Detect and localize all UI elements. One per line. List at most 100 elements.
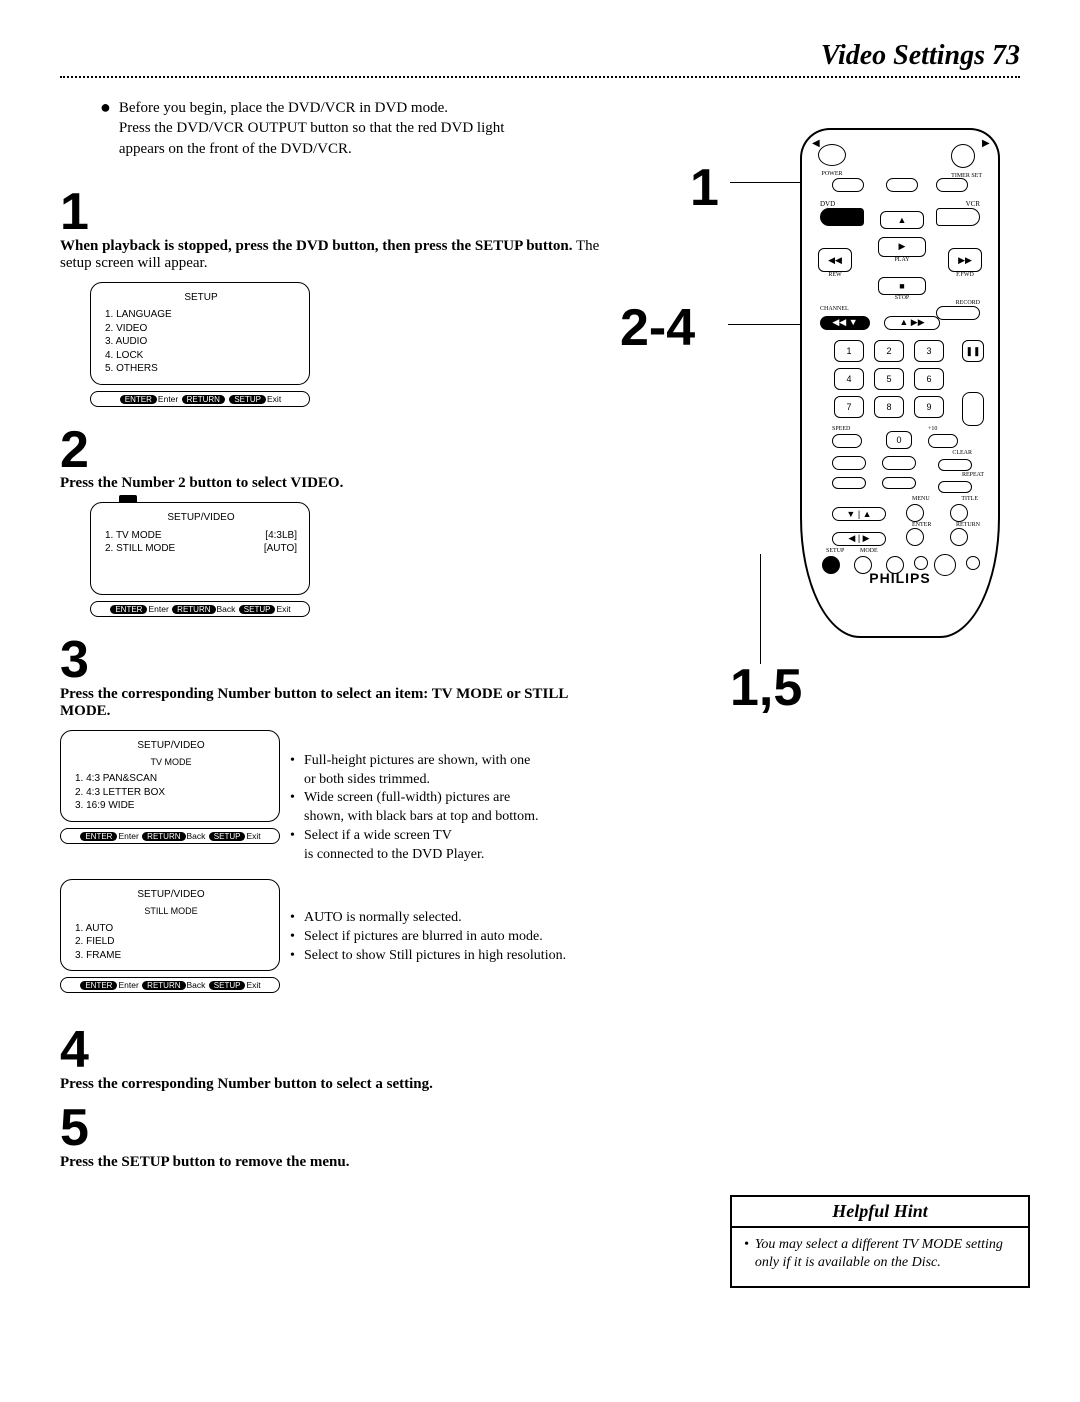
clear-label: CLEAR [952,450,972,456]
enter-button[interactable] [906,528,924,546]
note-line: AUTO is normally selected. [304,909,462,928]
speed-button[interactable] [832,434,862,448]
keypad-6[interactable]: 6 [914,368,944,390]
nav-lr-button[interactable]: ◀ | ▶ [832,532,886,546]
stop-label: STOP [878,295,926,301]
remote-column: 1 2-4 POWER TIMER SET DVD [650,98,1020,1278]
osd-title: SETUP/VIDEO [75,888,267,902]
aux-round-2[interactable] [914,556,928,570]
pill-setup: SETUP [229,395,266,404]
osd-footer-text: Exit [246,831,260,841]
page-title: Video Settings 73 [60,40,1020,72]
pause-button[interactable]: ❚❚ [962,340,984,362]
channel-down-button[interactable]: ◀◀ ▼ [820,316,870,330]
step-2-heading-bold: Press the Number 2 button to select VIDE… [60,475,343,491]
aux-button-3[interactable] [832,477,866,489]
rew-button[interactable]: ◀◀ [818,248,852,272]
osd-footer-text: Enter [158,394,178,404]
hint-body: •You may select a different TV MODE sett… [732,1228,1028,1286]
play-button[interactable]: ▶ [878,237,926,257]
keypad-2[interactable]: 2 [874,340,904,362]
osd-row-value: [AUTO] [264,542,297,556]
step-4-heading: Press the corresponding Number button to… [60,1076,620,1093]
repeat-button[interactable] [938,481,972,493]
plus10-button[interactable] [928,434,958,448]
plus10-label: +10 [928,426,937,432]
record-button[interactable] [936,306,980,320]
pill-setup: SETUP [209,832,246,841]
note-line: or both sides trimmed. [304,771,430,790]
note-line: Full-height pictures are shown, with one [304,752,530,771]
pill-enter: ENTER [120,395,157,404]
jog-button[interactable] [962,392,984,426]
tvmode-explanations: •Full-height pictures are shown, with on… [290,730,538,865]
aux-button-4[interactable] [882,477,916,489]
channel-up-button[interactable]: ▲ ▶▶ [884,316,940,330]
osd-title: SETUP/VIDEO [75,739,267,753]
leader-line-vertical [760,554,761,664]
callout-2-4: 2-4 [620,298,695,358]
osd-stillmode-screen: SETUP/VIDEO STILL MODE 1. AUTO 2. FIELD … [60,879,280,971]
aux-round-4[interactable] [966,556,980,570]
keypad-9[interactable]: 9 [914,396,944,418]
step-1-heading: When playback is stopped, press the DVD … [60,238,620,272]
small-button[interactable] [832,178,864,192]
pill-enter: ENTER [80,832,117,841]
osd-row-value: [4:3LB] [265,529,297,543]
note-line: Select if pictures are blurred in auto m… [304,928,543,947]
timer-button[interactable] [951,144,975,168]
return-button[interactable] [950,528,968,546]
osd-title: SETUP [105,291,297,305]
keypad-0[interactable]: 0 [886,431,912,449]
keypad-7[interactable]: 7 [834,396,864,418]
aux-button-1[interactable] [832,456,866,470]
power-label: POWER [818,171,846,177]
intro-line: appears on the front of the DVD/VCR. [119,139,505,159]
osd-footer-text: Exit [276,604,290,614]
eject-button[interactable]: ▲ [880,211,924,229]
osd-item: 3. AUDIO [105,335,297,349]
bullet-dot-icon: ● [100,98,111,159]
stop-button[interactable]: ■ [878,277,926,295]
osd-footer-text: Back [217,604,236,614]
osd-footer-text: Back [187,831,206,841]
osd-footer: ENTEREnter RETURNBack SETUPExit [60,977,280,993]
step-5-heading-bold: Press the SETUP button to remove the men… [60,1154,349,1170]
clear-button[interactable] [938,459,972,471]
keypad-5[interactable]: 5 [874,368,904,390]
keypad-4[interactable]: 4 [834,368,864,390]
remote-brand: PHILIPS [802,570,998,586]
small-button[interactable] [886,178,918,192]
osd-row-label: 1. TV MODE [105,529,162,543]
osd-footer-text: Enter [118,831,138,841]
keypad-8[interactable]: 8 [874,396,904,418]
callout-1-5: 1,5 [730,658,802,718]
small-button[interactable] [936,178,968,192]
instructions-column: ● Before you begin, place the DVD/VCR in… [60,98,620,1278]
keypad-1[interactable]: 1 [834,340,864,362]
vcr-button[interactable] [936,208,980,226]
setup-label: SETUP [826,548,844,554]
osd-item: 1. 4:3 PAN&SCAN [75,772,267,786]
osd-item: 1. LANGUAGE [105,308,297,322]
pill-enter: ENTER [80,981,117,990]
dvd-button[interactable] [820,208,864,226]
step-4-number: 4 [60,1027,620,1074]
remote-control: POWER TIMER SET DVD ▲ VCR [800,128,1000,638]
pill-return: RETURN [142,981,185,990]
menu-button[interactable] [906,504,924,522]
pill-return: RETURN [172,605,215,614]
osd-footer: ENTEREnter RETURNBack SETUPExit [90,601,310,617]
step-3-number: 3 [60,637,620,684]
ffwd-button[interactable]: ▶▶ [948,248,982,272]
title-button[interactable] [950,504,968,522]
intro-note: ● Before you begin, place the DVD/VCR in… [100,98,620,159]
menu-label: MENU [912,496,930,502]
nav-up-button[interactable]: ▼ | ▲ [832,507,886,521]
aux-button-2[interactable] [882,456,916,470]
hint-title: Helpful Hint [732,1197,1028,1228]
keypad-3[interactable]: 3 [914,340,944,362]
osd-setup-screen: SETUP 1. LANGUAGE 2. VIDEO 3. AUDIO 4. L… [90,282,310,385]
power-button[interactable] [818,144,846,166]
step-2-number: 2 [60,427,620,474]
